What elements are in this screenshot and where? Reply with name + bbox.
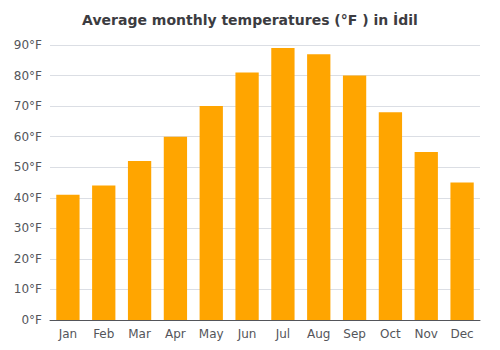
svg-text:60°F: 60°F (14, 130, 42, 144)
svg-text:40°F: 40°F (14, 191, 42, 205)
svg-text:70°F: 70°F (14, 99, 42, 113)
svg-text:50°F: 50°F (14, 160, 42, 174)
svg-text:Mar: Mar (128, 327, 151, 341)
svg-text:Jun: Jun (237, 327, 257, 341)
svg-text:30°F: 30°F (14, 221, 42, 235)
svg-text:Jan: Jan (58, 327, 78, 341)
svg-text:Feb: Feb (93, 327, 114, 341)
svg-text:Sep: Sep (343, 327, 366, 341)
svg-text:Nov: Nov (415, 327, 438, 341)
svg-text:Apr: Apr (165, 327, 186, 341)
svg-text:0°F: 0°F (21, 313, 42, 327)
svg-text:20°F: 20°F (14, 252, 42, 266)
svg-text:Oct: Oct (380, 327, 401, 341)
svg-text:Aug: Aug (307, 327, 330, 341)
svg-text:Jul: Jul (275, 327, 290, 341)
svg-text:Dec: Dec (450, 327, 473, 341)
svg-text:80°F: 80°F (14, 69, 42, 83)
svg-text:90°F: 90°F (14, 38, 42, 52)
svg-text:May: May (199, 327, 224, 341)
svg-text:10°F: 10°F (14, 282, 42, 296)
svg-text:Average monthly temperatures (: Average monthly temperatures (°F ) in İd… (82, 12, 418, 28)
